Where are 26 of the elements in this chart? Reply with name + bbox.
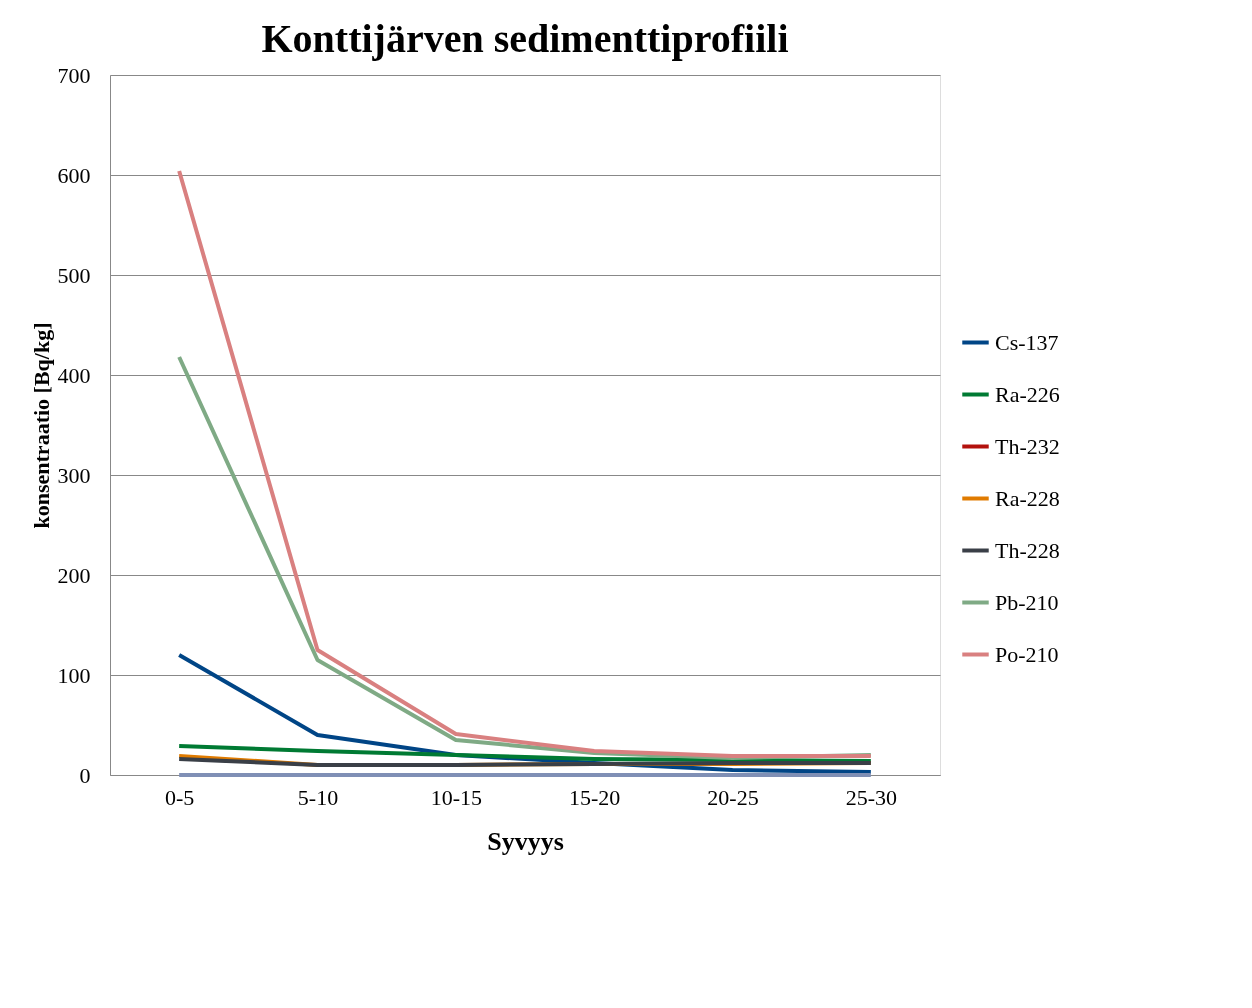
x-tick-label: 20-25	[707, 784, 759, 810]
x-tick-label: 5-10	[297, 784, 339, 810]
line-series	[177, 744, 873, 763]
y-tick-label: 600	[57, 162, 91, 188]
y-axis-title: konsentraatio [Bq/kg]	[28, 322, 54, 529]
line-series	[177, 169, 873, 758]
x-tick-label: 0-5	[165, 784, 195, 810]
legend-label: Po-210	[995, 641, 1059, 667]
y-tick-label: 400	[57, 362, 91, 388]
legend-label: Th-228	[995, 537, 1060, 563]
legend-label: Pb-210	[995, 589, 1059, 615]
chart-title: Konttijärven sedimenttiprofiili	[261, 16, 789, 61]
x-tick-label: 25-30	[845, 784, 897, 810]
x-axis-title: Syvyys	[487, 826, 564, 856]
legend-label: Ra-228	[995, 485, 1060, 511]
y-tick-label: 700	[57, 62, 91, 88]
y-tick-label: 100	[57, 662, 91, 688]
y-tick-label: 0	[79, 762, 91, 788]
y-tick-label: 200	[57, 562, 91, 588]
legend-label: Th-232	[995, 433, 1060, 459]
x-tick-label: 10-15	[430, 784, 482, 810]
y-tick-label: 300	[57, 462, 91, 488]
legend-label: Ra-226	[995, 381, 1060, 407]
x-tick-label: 15-20	[569, 784, 621, 810]
legend-label: Cs-137	[995, 329, 1059, 355]
y-tick-label: 500	[57, 262, 91, 288]
